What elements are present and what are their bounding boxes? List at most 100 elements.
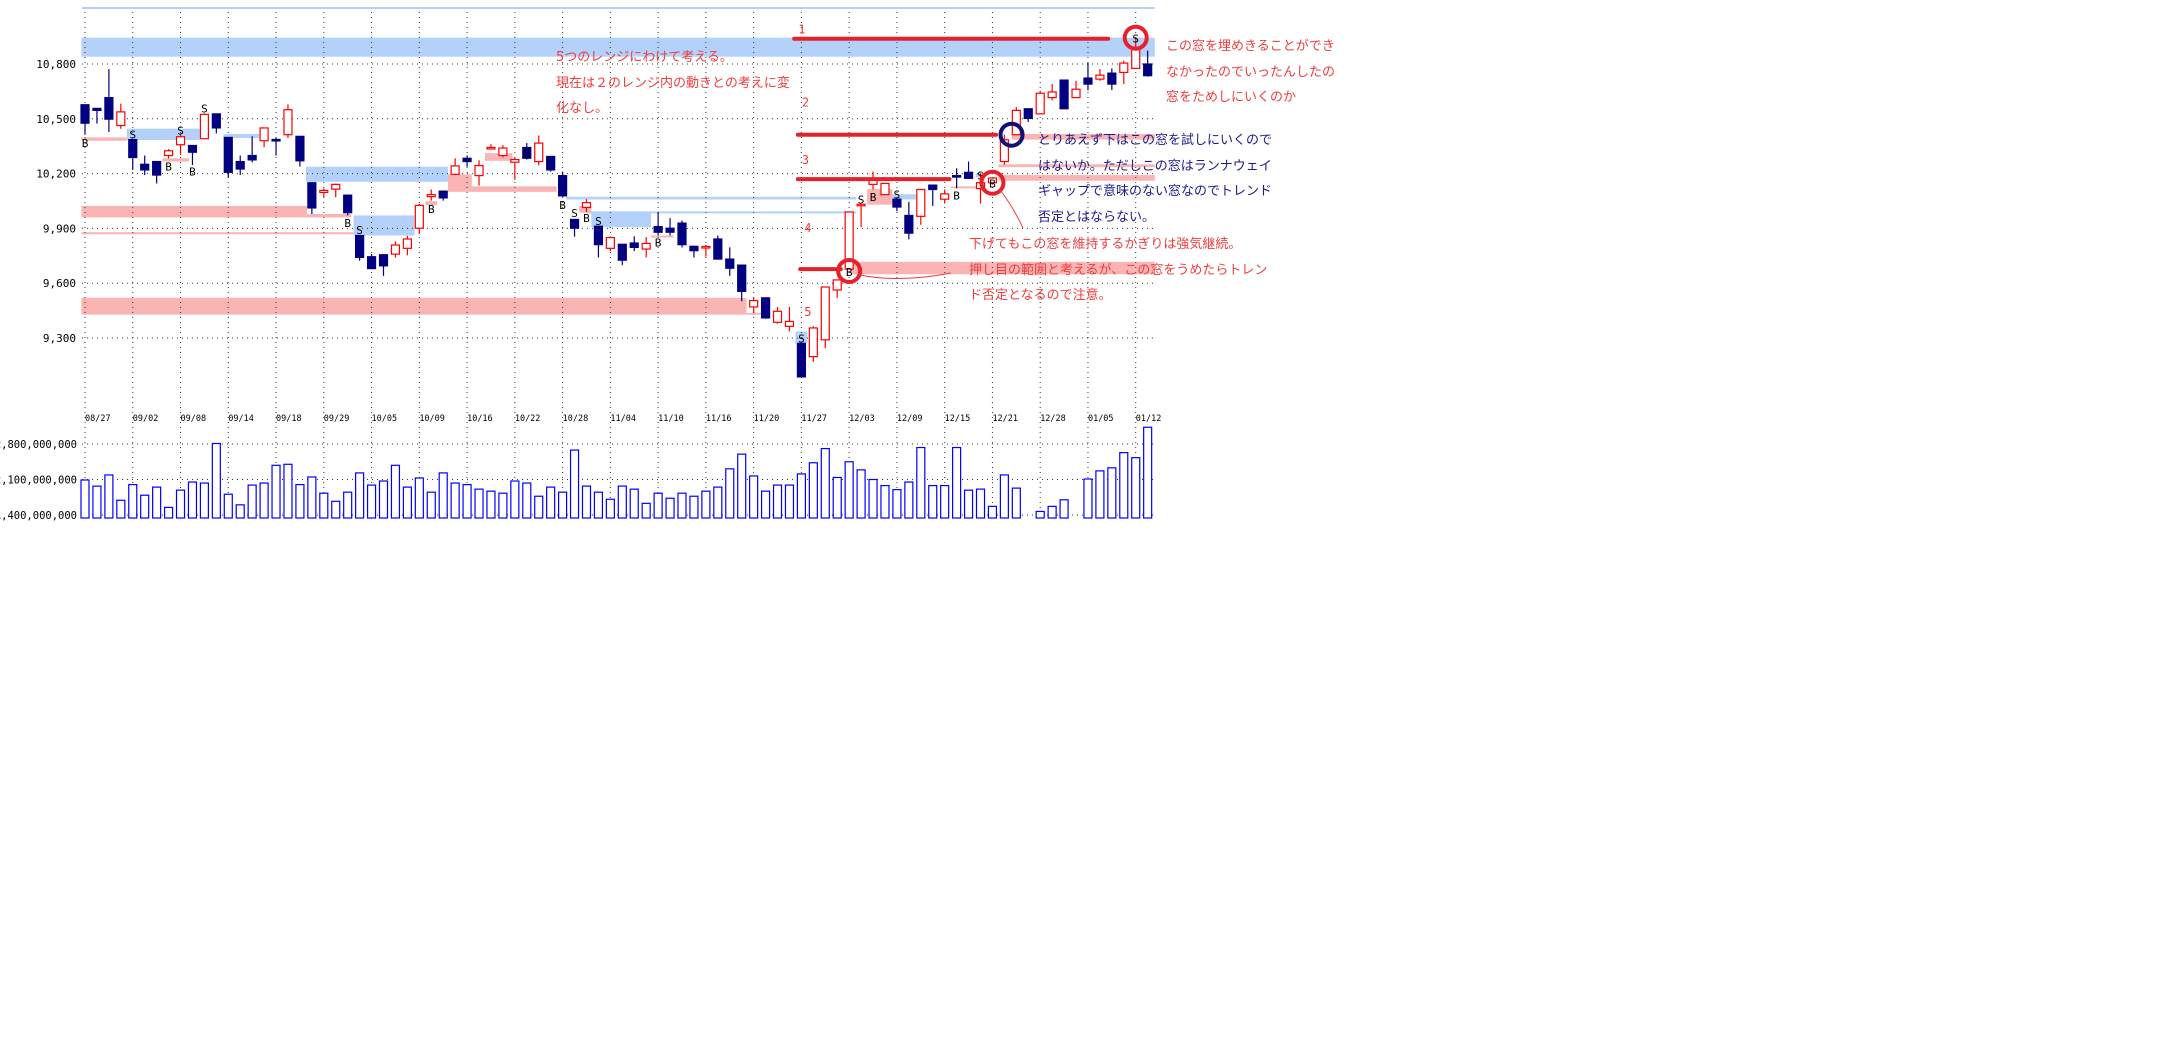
gap-zone-pink xyxy=(851,261,1155,275)
candle-body xyxy=(701,245,711,249)
gap-zone-pink xyxy=(81,232,354,235)
signal-sell-marker: S xyxy=(571,207,578,220)
candle-body xyxy=(641,242,651,250)
gap-zone-pink xyxy=(579,205,592,213)
highlight-circle xyxy=(1122,24,1149,51)
date-tick-label: 12/21 xyxy=(992,414,1018,424)
volume-bar xyxy=(1095,470,1105,519)
gap-zone-blue xyxy=(586,211,857,214)
volume-bar xyxy=(546,486,556,519)
candle-body xyxy=(498,147,508,157)
volume-bar xyxy=(820,447,830,519)
candle-body xyxy=(522,146,532,159)
candle-body xyxy=(1059,79,1069,110)
date-tick-label: 12/15 xyxy=(945,414,971,424)
volume-bar xyxy=(438,472,448,519)
candle-body xyxy=(999,139,1009,163)
volume-bar xyxy=(749,475,759,519)
candle-body xyxy=(749,299,759,308)
volume-bar xyxy=(104,474,114,519)
volume-bar xyxy=(140,494,150,519)
candles xyxy=(80,37,1153,378)
gap-zone-pink xyxy=(81,137,127,141)
volume-bar xyxy=(378,480,389,519)
candle-body xyxy=(569,218,580,229)
volume-bar xyxy=(1131,457,1141,519)
date-tick-label: 01/05 xyxy=(1088,414,1114,424)
volume-bar xyxy=(175,489,186,519)
volume-bar xyxy=(1035,510,1045,519)
range-number-label: 1 xyxy=(798,23,805,37)
gap-zone-blue xyxy=(126,128,200,140)
volume-bar xyxy=(952,446,962,519)
note-line: 化なし。 xyxy=(556,101,609,116)
highlight-circle xyxy=(998,121,1025,148)
volume-bar xyxy=(677,492,687,519)
date-tick-label: 11/10 xyxy=(658,414,684,424)
volume-bar xyxy=(928,484,938,519)
signal-buy-marker: B xyxy=(655,237,662,250)
candle-body xyxy=(1143,63,1153,77)
candle-body xyxy=(402,238,412,249)
top-gap-note: この窓を埋めきることができ なかったのでいったんしたの 窓をためしにいくのか xyxy=(1166,34,1335,111)
volume-bar xyxy=(940,484,950,519)
gap-zone-pink xyxy=(1011,133,1155,140)
volume-bar xyxy=(199,482,209,519)
candle-body xyxy=(1107,72,1117,85)
volume-bar xyxy=(319,492,329,519)
volume-bars xyxy=(80,426,1153,519)
candle-body xyxy=(140,163,150,171)
date-tick-label: 10/09 xyxy=(419,414,445,424)
candle-body xyxy=(438,190,448,199)
volume-bar xyxy=(247,484,257,519)
candle-body xyxy=(116,111,126,127)
volume-bar xyxy=(343,491,353,519)
candle-body xyxy=(259,127,269,142)
signal-sell-marker: S xyxy=(177,125,184,138)
date-tick-label: 08/27 xyxy=(85,414,111,424)
volume-bar xyxy=(916,446,926,519)
gap-zone-pink xyxy=(425,201,438,206)
volume-bar xyxy=(128,483,138,519)
signal-buy-marker: B xyxy=(953,190,960,203)
volume-bar xyxy=(163,506,174,519)
gap-zone-blue xyxy=(591,211,651,228)
volume-bar xyxy=(665,497,675,519)
signal-sell-marker: S xyxy=(894,189,901,202)
volume-bar xyxy=(510,480,520,519)
volume-bar xyxy=(1107,467,1117,519)
price-tick-label: 10,200 xyxy=(36,168,76,181)
volume-bar xyxy=(295,483,305,519)
range-note: 5つのレンジにわけて考える。 現在は２のレンジ内の動きとの考えに変 化なし。 xyxy=(556,45,790,122)
candle-body xyxy=(283,109,293,136)
candle-body xyxy=(1071,88,1081,99)
volume-bar xyxy=(892,489,902,519)
volume-bar xyxy=(92,485,102,519)
candle-body xyxy=(1119,62,1129,74)
candle-body xyxy=(235,160,245,170)
connector-line xyxy=(999,189,1024,229)
support-gap-note: 下げてもこの窓を維持するかぎりは強気継続。 押し目の範囲と考えるが、この窓をうめ… xyxy=(969,232,1267,309)
signal-buy-marker: B xyxy=(989,178,996,191)
note-line: 下げてもこの窓を維持するかぎりは強気継続。 xyxy=(969,237,1242,252)
candle-body xyxy=(163,150,174,157)
note-line: 押し目の範囲と考えるが、この窓をうめたらトレン xyxy=(969,262,1268,278)
candle-body xyxy=(916,188,926,217)
signal-sell-marker: S xyxy=(201,103,208,116)
candle-body xyxy=(904,214,914,234)
volume-tick-label: 2,800,000,000 xyxy=(0,439,77,451)
volume-bar xyxy=(235,504,245,519)
date-tick-label: 12/09 xyxy=(897,414,923,424)
candle-body xyxy=(414,204,424,229)
volume-bar xyxy=(689,495,699,519)
candle-body xyxy=(725,258,735,269)
volume-bar xyxy=(784,484,795,519)
range-number-label: 2 xyxy=(802,96,809,110)
volume-bar xyxy=(617,485,627,519)
price-tick-label: 10,500 xyxy=(36,113,76,126)
volume-bar xyxy=(713,486,723,519)
highlight-circle xyxy=(979,169,1006,196)
note-line: ギャップで意味のない窓なのでトレンド xyxy=(1038,184,1273,199)
price-tick-label: 9,900 xyxy=(43,222,76,235)
candle-body xyxy=(223,136,233,173)
